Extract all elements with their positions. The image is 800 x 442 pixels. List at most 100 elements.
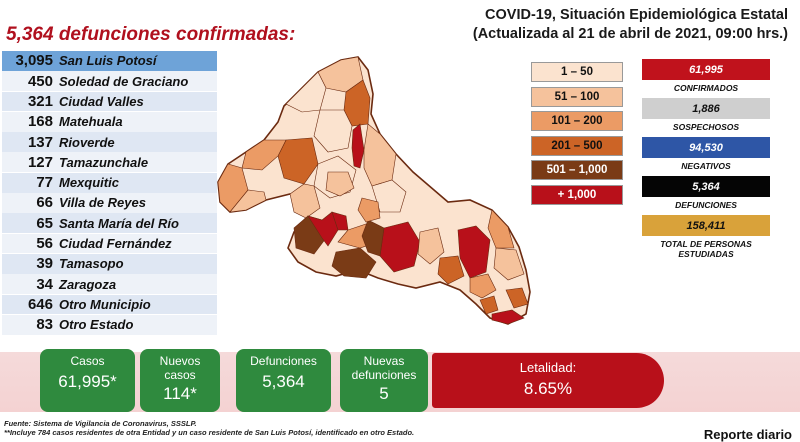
- municipality-count: 34: [36, 275, 53, 293]
- municipality-name: Rioverde: [59, 134, 115, 150]
- card-cases-value: 61,995*: [58, 372, 117, 391]
- stat-block: 61,995 CONFIRMADOS: [642, 59, 770, 93]
- municipality-death-list: 3,095 San Luis Potosí 450 Soledad de Gracia…: [2, 51, 217, 335]
- source-note: Fuente: Sistema de Vigilancia de Coronav…: [4, 419, 414, 437]
- card-new-cases-label: Nuevos casos: [159, 354, 201, 382]
- stat-label: DEFUNCIONES: [675, 200, 737, 210]
- municipality-count: 168: [27, 113, 53, 131]
- map-legend: 1 – 50 51 – 100 101 – 200 201 – 500 501 – 1,…: [531, 62, 623, 209]
- municipality-count: 646: [27, 295, 53, 313]
- legend-item: 501 – 1,000: [531, 160, 623, 180]
- card-new-deaths-value: 5: [379, 384, 389, 403]
- legend-item: 1 – 50: [531, 62, 623, 82]
- legend-item: + 1,000: [531, 184, 623, 205]
- card-cases-label: Casos: [70, 354, 105, 368]
- stat-value: 1,886: [642, 98, 770, 119]
- municipality-xilitla: [479, 295, 499, 315]
- card-deaths-value: 5,364: [262, 372, 305, 391]
- stat-value: 94,530: [642, 137, 770, 158]
- municipality-count: 77: [36, 174, 53, 192]
- stat-value: 61,995: [642, 59, 770, 80]
- municipality-count: 321: [27, 92, 53, 110]
- municipality-ahualulco: [289, 183, 321, 219]
- stat-label: NEGATIVOS: [681, 161, 731, 171]
- deaths-headline: 5,364 defunciones confirmadas:: [6, 24, 296, 45]
- source-line2: **Incluye 784 casos residentes de otra E…: [4, 428, 415, 437]
- municipality-count: 127: [27, 153, 53, 171]
- municipality-row: 34 Zaragoza: [2, 274, 217, 295]
- state-choropleth-map: [208, 52, 546, 330]
- municipality-count: 137: [27, 133, 53, 151]
- stat-label: TOTAL DE PERSONAS ESTUDIADAS: [660, 239, 752, 259]
- report-title-line1: COVID-19, Situación Epidemiológica Estat…: [485, 7, 788, 23]
- municipality-ciudad-fernandez: [361, 219, 385, 257]
- municipality-name: Soledad de Graciano: [59, 73, 189, 89]
- source-line1: Fuente: Sistema de Vigilancia de Coronav…: [4, 419, 197, 428]
- stats-panel: 61,995 CONFIRMADOS 1,886 SOSPECHOSOS 94,530 N…: [642, 59, 770, 264]
- municipality-row: 321 Ciudad Valles: [2, 91, 217, 112]
- municipality-name: Villa de Reyes: [59, 195, 146, 211]
- lethality-label: Letalidad:: [519, 360, 577, 375]
- municipality-count: 65: [36, 214, 53, 232]
- municipality-aquismon: [469, 273, 497, 299]
- municipality-row: 39 Tamasopo: [2, 253, 217, 274]
- municipality-name: Otro Municipio: [59, 296, 151, 312]
- municipality-row: 3,095 San Luis Potosí: [2, 51, 217, 71]
- municipality-tamazunchale: [491, 309, 525, 325]
- municipality-name: Zaragoza: [59, 276, 117, 292]
- municipality-name: Santa María del Río: [59, 215, 179, 231]
- municipality-name: Ciudad Valles: [59, 93, 144, 109]
- municipality-count: 83: [36, 316, 53, 334]
- municipality-count: 450: [27, 72, 53, 90]
- municipality-zaragoza: [357, 197, 381, 223]
- legend-item: 101 – 200: [531, 111, 623, 131]
- municipality-matehuala-core: [351, 123, 365, 169]
- stat-value: 5,364: [642, 176, 770, 197]
- municipality-row: 450 Soledad de Graciano: [2, 71, 217, 92]
- stat-block: 5,364 DEFUNCIONES: [642, 176, 770, 210]
- municipality-count: 3,095: [15, 52, 53, 70]
- municipality-name: Tamazunchale: [59, 154, 149, 170]
- daily-report-label: Reporte diario: [703, 427, 792, 442]
- municipality-ebano: [487, 209, 515, 249]
- municipality-count: 66: [36, 194, 53, 212]
- municipality-name: Mexquitic: [59, 175, 119, 191]
- card-cases: Casos 61,995*: [40, 349, 135, 412]
- card-new-cases-value: 114*: [163, 384, 197, 403]
- lethality-value: 8.65%: [523, 379, 573, 398]
- municipality-name: Otro Estado: [59, 317, 134, 333]
- stat-block: 158,411 TOTAL DE PERSONAS ESTUDIADAS: [642, 215, 770, 259]
- municipality-row: 137 Rioverde: [2, 132, 217, 152]
- municipality-name: Matehuala: [59, 114, 123, 130]
- card-new-deaths: Nuevas defunciones 5: [340, 349, 428, 412]
- municipality-cedral: [285, 71, 327, 113]
- municipality-count: 39: [36, 255, 53, 273]
- municipality-cardenas: [417, 227, 445, 265]
- municipality-name: Ciudad Fernández: [59, 236, 172, 252]
- stat-value: 158,411: [642, 215, 770, 236]
- card-new-deaths-label: Nuevas defunciones: [351, 354, 417, 382]
- municipality-row: 127 Tamazunchale: [2, 152, 217, 173]
- municipality-tamuin: [493, 247, 525, 281]
- map-svg: [217, 56, 531, 325]
- card-new-cases: Nuevos casos 114*: [140, 349, 220, 412]
- municipality-villa-hidalgo: [325, 171, 355, 197]
- municipality-row: 168 Matehuala: [2, 111, 217, 132]
- municipality-row: 66 Villa de Reyes: [2, 193, 217, 213]
- municipality-row: 77 Mexquitic: [2, 172, 217, 193]
- municipality-name: San Luis Potosí: [59, 53, 157, 69]
- legend-item: 51 – 100: [531, 86, 623, 107]
- municipality-row: 83 Otro Estado: [2, 314, 217, 335]
- report-title-line2: (Actualizada al 21 de abril de 2021, 09:…: [472, 26, 788, 42]
- municipality-row: 56 Ciudad Fernández: [2, 233, 217, 254]
- municipality-name: Tamasopo: [59, 256, 124, 272]
- stat-label: CONFIRMADOS: [673, 83, 739, 93]
- municipality-villa-de-ramos: [229, 189, 267, 213]
- municipality-count: 56: [36, 235, 53, 253]
- card-deaths-label: Defunciones: [250, 354, 317, 368]
- municipality-tamasopo: [437, 255, 465, 285]
- card-deaths: Defunciones 5,364: [236, 349, 331, 412]
- municipality-axtla: [505, 287, 529, 309]
- municipality-row: 65 Santa María del Río: [2, 213, 217, 234]
- municipality-row: 646 Otro Municipio: [2, 294, 217, 315]
